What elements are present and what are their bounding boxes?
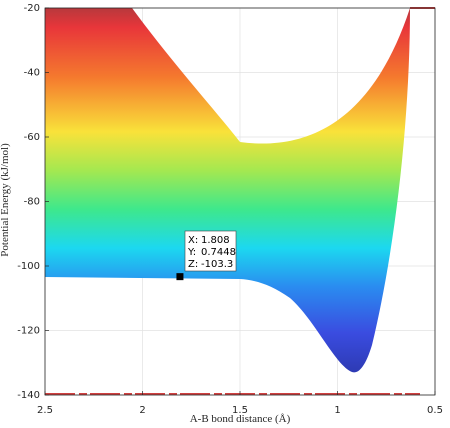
datatip-field-label: X:	[188, 235, 198, 246]
y-tick-label: -120	[17, 326, 40, 337]
datatip-box	[184, 230, 237, 272]
surface	[45, 8, 410, 373]
datatip-field-value: 0.7448	[201, 247, 236, 258]
x-tick-label: 1.5	[232, 405, 248, 416]
y-tick-label: -40	[24, 68, 40, 79]
datatip-marker	[176, 273, 184, 281]
y-axis-label: Potential Energy (kJ/mol)	[0, 143, 11, 257]
x-tick-label: 2	[139, 405, 145, 416]
x-tick-label: 2.5	[37, 405, 53, 416]
y-tick-label: -60	[24, 132, 40, 143]
y-tick-label: -80	[24, 197, 40, 208]
y-tick-label: -100	[17, 261, 40, 272]
datatip-field-value: -103.3	[201, 259, 233, 270]
y-tick-label: -140	[17, 390, 40, 401]
datatip-field-label: Y:	[187, 247, 196, 258]
datatip-field-value: 1.808	[201, 235, 230, 246]
x-tick-label: 1	[334, 405, 340, 416]
x-axis-label: A-B bond distance (Å)	[190, 413, 291, 425]
y-tick-label: -20	[24, 3, 40, 14]
ticks: 2.5 2 1.5 1 0.5 -140 -120 -100 -80 -60 -40 -20	[17, 3, 443, 416]
x-tick-label: 0.5	[427, 405, 443, 416]
datatip-field-label: Z:	[188, 259, 198, 270]
